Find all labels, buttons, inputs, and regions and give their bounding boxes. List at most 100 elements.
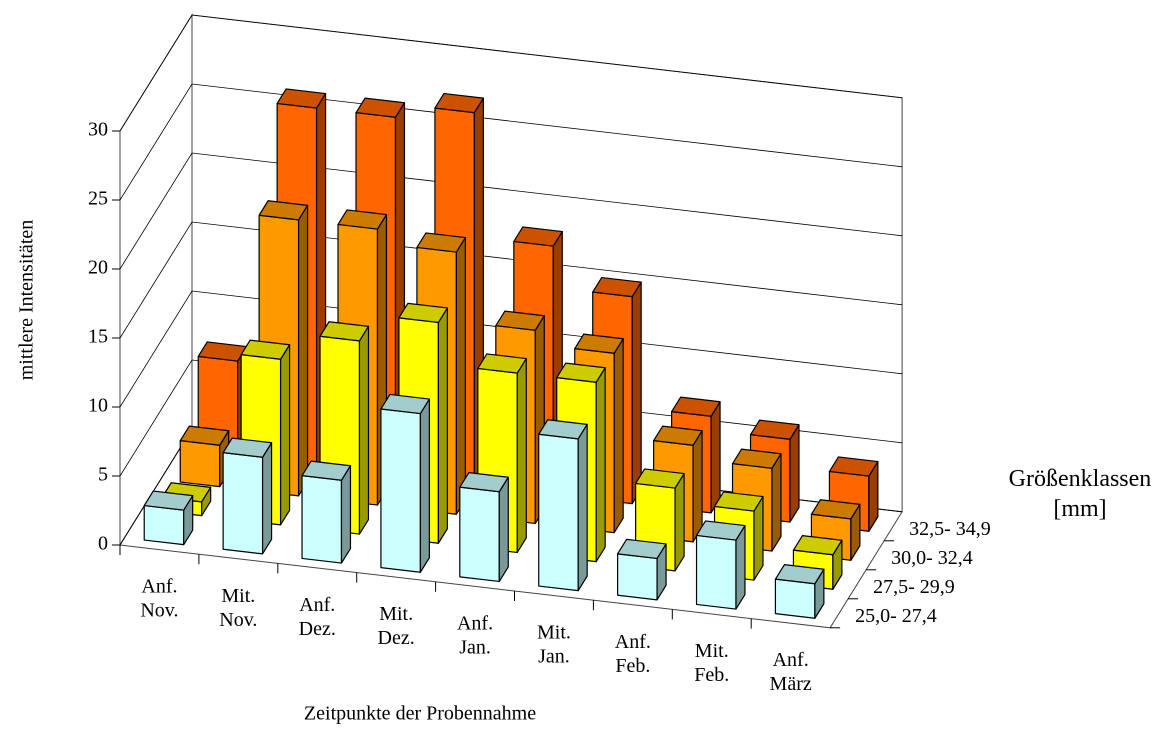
bar-front: [380, 408, 421, 573]
bar-side: [631, 281, 642, 505]
y-tick-label: 10: [88, 395, 108, 417]
bar: [459, 472, 509, 583]
grid-line: [119, 83, 903, 201]
y-tick-label: 25: [88, 188, 108, 210]
bar-top: [477, 353, 527, 374]
bar-top: [792, 535, 843, 556]
bar-top: [495, 310, 545, 331]
bar-top: [222, 437, 273, 458]
bar-top: [653, 425, 703, 446]
bar-top: [538, 419, 588, 440]
bar-front: [538, 433, 579, 592]
bar-side: [613, 338, 624, 534]
bar-top: [731, 448, 782, 469]
bar-top: [671, 396, 721, 417]
x-tick-label: Mit. Nov.: [219, 584, 257, 630]
bar-side: [771, 453, 782, 552]
bar: [301, 460, 352, 564]
x-tick-label: Mit. Feb.: [694, 640, 729, 686]
grid-line: [119, 359, 903, 477]
x-tick-label: Anf. März: [770, 649, 812, 695]
bar-top: [556, 362, 606, 383]
bar-top: [434, 92, 484, 114]
legend-label: 27,5- 29,9: [873, 576, 955, 598]
x-tick-label: Anf. Dez.: [299, 594, 336, 640]
bar-top: [713, 491, 764, 512]
legend-label: 32,5- 34,9: [909, 518, 991, 540]
bar-side: [455, 236, 466, 515]
bar-side: [595, 367, 606, 563]
bar-top: [513, 226, 563, 247]
bar: [774, 564, 825, 619]
bar-top: [749, 419, 800, 440]
bar-top: [828, 456, 879, 477]
bar-top: [380, 393, 430, 415]
bar-side: [437, 307, 448, 544]
legend-label: 30,0- 32,4: [891, 547, 973, 569]
bar-front: [179, 440, 221, 488]
bar-top: [416, 232, 466, 253]
grid-line: [119, 14, 903, 132]
bar-top: [276, 88, 327, 109]
x-tick-label: Anf. Jan.: [457, 612, 493, 658]
bar-side: [340, 465, 352, 564]
bar-top: [240, 339, 291, 360]
bar-side: [674, 472, 685, 572]
bar: [538, 419, 588, 592]
bar-top: [459, 472, 509, 493]
bar: [179, 425, 230, 488]
bar-top: [574, 333, 624, 354]
bar-top: [617, 538, 667, 560]
bar-front: [222, 452, 264, 555]
bar-top: [179, 425, 230, 446]
grid-line: [119, 152, 903, 270]
legend-label: 25,0- 27,4: [855, 605, 937, 627]
x-tick-label: Anf. Feb.: [615, 630, 651, 676]
x-axis-label: Zeitpunkte der Probennahme: [304, 703, 536, 725]
bar-top: [301, 460, 352, 481]
bar-side: [358, 325, 370, 535]
bar-top: [635, 468, 685, 489]
bar-top: [319, 321, 370, 342]
bar-front: [695, 534, 737, 610]
bar-front: [459, 486, 500, 583]
bar-side: [692, 430, 703, 543]
bar-front: [617, 553, 658, 601]
grid-line: [119, 290, 903, 408]
bar: [222, 437, 273, 555]
bar-top: [337, 209, 388, 230]
bar-top: [592, 276, 642, 298]
bar-side: [577, 423, 588, 592]
bar-top: [695, 520, 746, 541]
bar-side: [516, 357, 527, 554]
bar-side: [279, 344, 291, 526]
bar-side: [710, 401, 721, 514]
bar-side: [789, 424, 800, 523]
grid-line: [119, 221, 903, 339]
bar-front: [301, 475, 343, 564]
bar-top: [143, 490, 194, 511]
y-tick-label: 5: [98, 464, 108, 486]
y-tick-label: 0: [98, 533, 108, 555]
y-tick-label: 30: [88, 119, 108, 141]
x-tick-label: Mit. Jan.: [537, 621, 571, 667]
y-tick-label: 15: [88, 326, 108, 348]
bar-side: [498, 476, 509, 583]
z-axis-label: Größenklassen [mm]: [1009, 466, 1152, 522]
bar-front: [774, 578, 816, 619]
bar-top: [355, 97, 406, 118]
bar-top: [258, 200, 309, 221]
y-tick-label: 20: [88, 257, 108, 279]
bar: [617, 538, 667, 601]
bar-side: [297, 204, 309, 497]
bar-side: [419, 398, 430, 573]
bar-top: [810, 499, 861, 520]
bar-top: [774, 564, 825, 585]
y-axis-label: mittlere Intensitäten: [16, 220, 38, 381]
bar: [380, 393, 430, 573]
bar-top: [398, 302, 448, 324]
bar-front: [143, 504, 185, 546]
x-tick-label: Mit. Dez.: [378, 603, 415, 649]
bar-side: [261, 442, 273, 555]
